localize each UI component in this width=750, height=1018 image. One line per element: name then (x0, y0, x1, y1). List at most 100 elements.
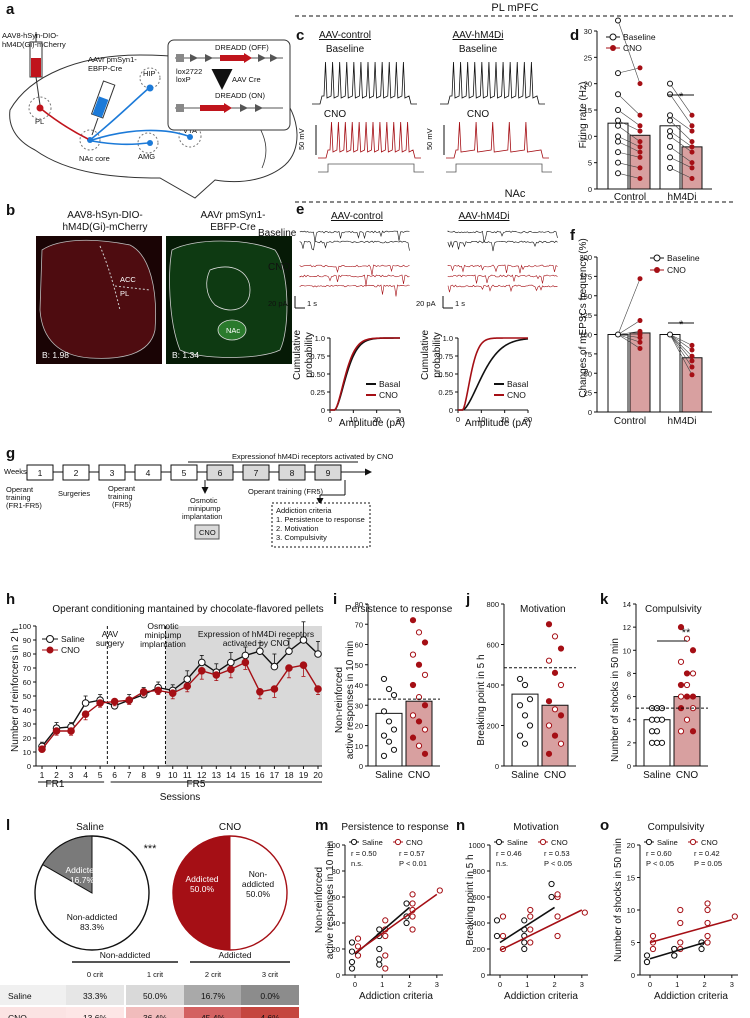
cno-point (637, 65, 643, 71)
tick-label: 40 (23, 706, 31, 715)
paired-line (669, 334, 693, 362)
data-point (183, 682, 192, 691)
data-point (125, 696, 133, 705)
svg-text:hM4D(Gi)-mCherry: hM4D(Gi)-mCherry (2, 40, 66, 49)
week-label: 5 (182, 468, 187, 478)
f-legend: Baseline CNO (650, 253, 700, 275)
saline-point (648, 716, 656, 723)
svg-text:g: g (6, 445, 15, 462)
tick-label: 1.0 (315, 334, 325, 343)
svg-text:DREADD (ON): DREADD (ON) (215, 91, 266, 100)
week-box (206, 464, 234, 481)
tick-label: 1 (525, 980, 529, 989)
cno-point (689, 112, 695, 118)
cno-point (354, 935, 362, 942)
panel-l: l Saline CNO *** Addicted 16.7% Non-addi… (0, 817, 299, 1018)
svg-text:2. Motivation: 2. Motivation (276, 524, 319, 533)
d-legend: Baseline CNO (606, 32, 656, 53)
table-col-header: 3 crit (262, 970, 279, 979)
bar (511, 693, 539, 767)
legend-label: Basal (507, 379, 528, 389)
paired-line (669, 334, 693, 375)
cno-point (677, 906, 684, 914)
week-box (62, 464, 90, 481)
svg-text:CNO: CNO (268, 262, 290, 273)
paired-line (617, 67, 641, 74)
saline-point (516, 702, 524, 709)
cno-point (527, 906, 534, 914)
svg-text:Breaking point in 5 h: Breaking point in 5 h (465, 854, 476, 945)
svg-text:Cumulative: Cumulative (420, 330, 431, 380)
group-label: Control (614, 416, 646, 427)
stat-p: P < 0.05 (646, 859, 674, 868)
bar (629, 332, 651, 413)
panel-a: a AAV8-hSyn-DIO- hM4D(Gi)-mCherry AAVr p… (2, 1, 298, 199)
panel-n: n Motivation Breaking point in 5 h 0 200 4… (456, 817, 588, 1002)
saline-point (348, 958, 356, 966)
data-point (168, 689, 177, 698)
cno-point (409, 913, 416, 920)
cno-point (527, 939, 534, 946)
cno-point (421, 639, 429, 646)
cno-point (554, 891, 561, 898)
cno-point (689, 149, 695, 155)
saline-point (521, 712, 529, 719)
baseline-point (615, 138, 621, 145)
panel-d: d Firing rate (Hz) 0 5 10 15 20 25 30 Control hM… (570, 17, 712, 203)
baseline-point (615, 170, 621, 177)
tick-label: 0 (321, 406, 325, 415)
panel-b: b AAV8-hSyn-DIO- hM4D(Gi)-mCherry AAVr p… (6, 202, 292, 364)
svg-text:active responses in 10 min: active responses in 10 min (345, 641, 356, 759)
tick-label: 20 (372, 415, 380, 424)
cno-point (689, 144, 695, 150)
svg-text:ACC: ACC (120, 275, 136, 284)
baseline-point (667, 117, 673, 124)
svg-text:implantation: implantation (182, 512, 222, 521)
tick-label: 20 (627, 841, 635, 850)
x-tick-label: 10 (168, 770, 178, 780)
svg-text:FR5: FR5 (187, 779, 206, 790)
cno-point (409, 712, 417, 719)
data-point (299, 661, 308, 670)
paired-line (617, 162, 641, 169)
tick-label: 0 (449, 406, 453, 415)
cno-point (689, 647, 697, 654)
tick-label: 50 (355, 661, 363, 670)
svg-text:CNO: CNO (219, 822, 241, 833)
saline-point (521, 917, 528, 924)
tick-label: 0 (495, 762, 499, 771)
svg-text:h: h (6, 591, 15, 608)
svg-text:implantation: implantation (140, 639, 186, 649)
saline-point (390, 726, 398, 733)
paired-line (669, 83, 693, 116)
saline-point (380, 752, 388, 759)
bar (607, 334, 629, 413)
svg-text:Saline: Saline (61, 634, 85, 644)
tick-label: 40 (355, 681, 363, 690)
saline-point (658, 716, 666, 723)
paired-line (669, 130, 693, 148)
category-label: Saline (643, 770, 671, 781)
paired-line (617, 120, 641, 132)
cno-point (415, 694, 423, 701)
tick-label: 75 (584, 350, 592, 359)
saline-point (380, 732, 388, 739)
cno-point (677, 693, 685, 700)
baseline-point (667, 128, 673, 135)
legend-marker (394, 838, 402, 846)
saline-point (376, 961, 383, 968)
cno-point (409, 926, 416, 933)
panel-j: j Motivation Breaking point in 5 h 0 200 4… (465, 591, 576, 781)
cno-point (689, 342, 695, 348)
data-point (67, 727, 75, 735)
paired-line (669, 334, 693, 351)
tick-label: 0.50 (310, 370, 325, 379)
paired-line (669, 115, 693, 132)
cno-point (637, 81, 643, 87)
stat-r: r = 0.60 (646, 849, 672, 858)
svg-text:DREADD (OFF): DREADD (OFF) (215, 43, 269, 52)
baseline-point (667, 164, 673, 171)
baseline-point (615, 107, 621, 113)
saline-fit (499, 906, 555, 944)
cno-point (354, 943, 362, 950)
